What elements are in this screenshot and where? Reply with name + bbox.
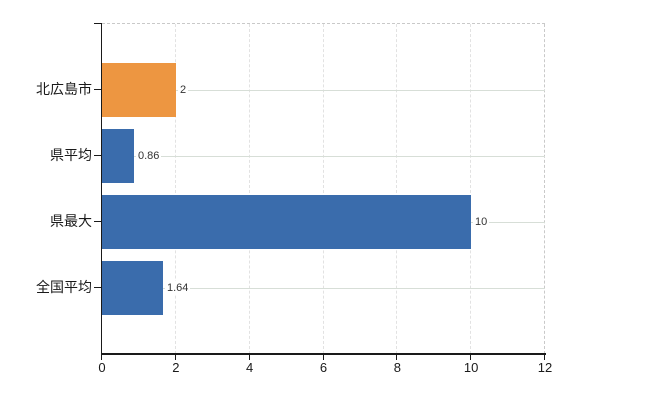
x-tick-label: 10	[463, 360, 479, 375]
x-tick	[396, 354, 398, 360]
vertical-gridline	[322, 24, 324, 354]
bar-value-label: 10	[473, 215, 490, 229]
bar-4	[102, 261, 163, 315]
x-tick	[248, 354, 250, 360]
y-tick	[94, 155, 101, 156]
vertical-gridline	[396, 24, 398, 354]
x-tick-label: 2	[172, 360, 180, 375]
bar-1	[102, 63, 176, 117]
x-tick-label: 6	[319, 360, 328, 375]
plot-area: 2 0.86 10 1.64	[102, 23, 545, 354]
x-tick	[322, 354, 324, 360]
bar-value-label: 2	[178, 83, 189, 97]
category-label: 全国平均	[36, 279, 92, 295]
bar-value-label: 1.64	[165, 281, 191, 295]
y-tick	[94, 89, 101, 90]
category-label: 北広島市	[36, 81, 92, 97]
vertical-gridline	[248, 24, 250, 354]
bar-value-label: 0.86	[136, 149, 162, 163]
x-tick	[544, 354, 545, 360]
x-tick	[174, 354, 176, 360]
x-tick-label: 12	[537, 360, 553, 375]
horizontal-gridline	[102, 90, 545, 91]
horizontal-gridline	[102, 288, 545, 289]
horizontal-gridline	[102, 156, 545, 157]
category-label: 県最大	[50, 213, 92, 229]
x-tick	[470, 354, 472, 360]
y-tick	[94, 287, 101, 288]
bar-3	[102, 195, 471, 249]
category-label: 県平均	[50, 147, 92, 163]
y-axis-line	[100, 23, 102, 353]
x-tick-label: 4	[246, 360, 254, 375]
x-axis-line	[100, 353, 546, 355]
vertical-gridline	[470, 24, 472, 354]
x-tick-label: 0	[98, 360, 106, 375]
bar-2	[102, 129, 134, 183]
y-tick	[94, 221, 101, 222]
x-tick-label: 8	[393, 360, 401, 375]
y-axis-top-tick	[94, 23, 101, 24]
vertical-gridline	[174, 24, 176, 354]
x-tick	[101, 354, 102, 360]
plot-right-border	[544, 24, 545, 354]
